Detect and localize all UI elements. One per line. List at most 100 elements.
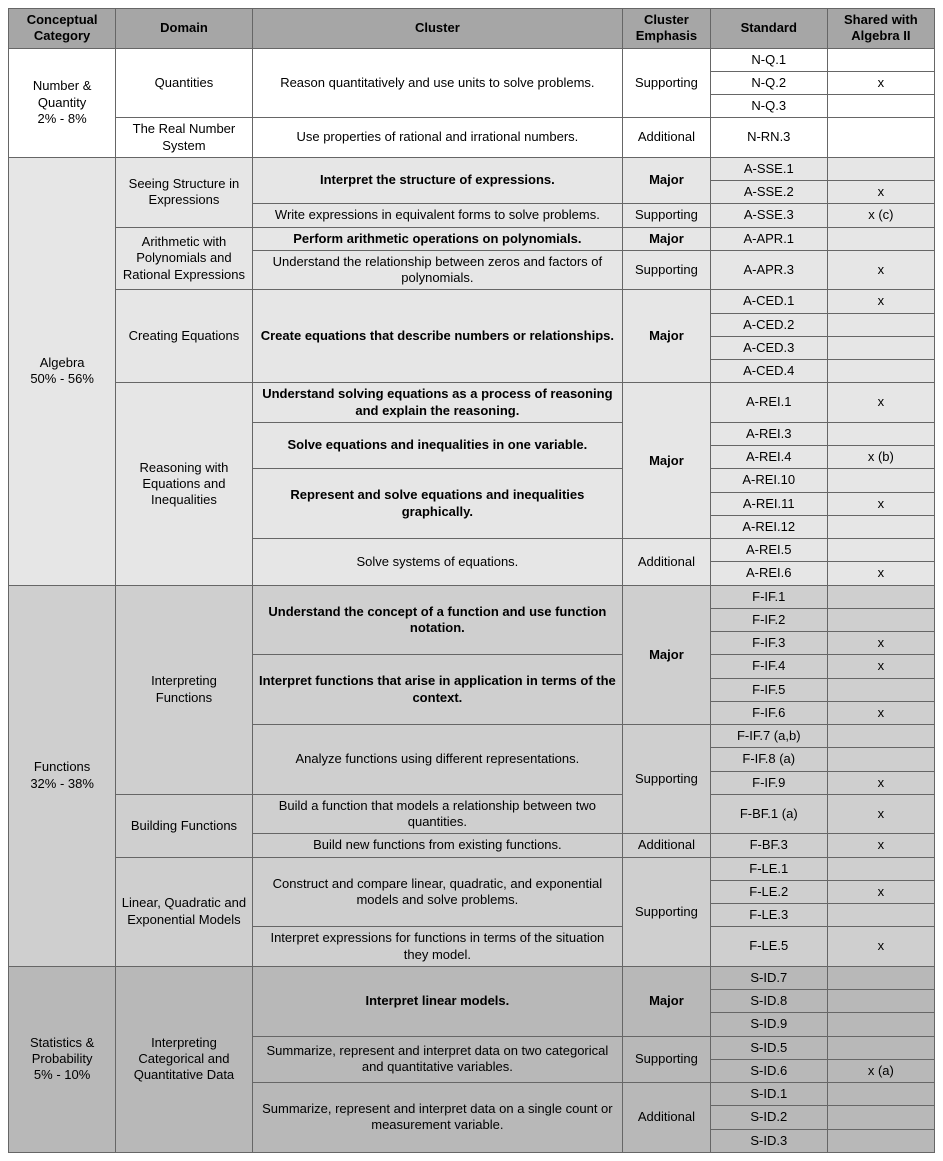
standard-cell: A-CED.4	[710, 360, 827, 383]
cluster-cell: Interpret linear models.	[252, 966, 622, 1036]
standard-cell: F-IF.6	[710, 701, 827, 724]
standard-cell: F-LE.5	[710, 927, 827, 967]
table-row: Creating EquationsCreate equations that …	[9, 290, 935, 313]
table-row: Arithmetic with Polynomials and Rational…	[9, 227, 935, 250]
cluster-cell: Interpret the structure of expressions.	[252, 157, 622, 204]
shared-cell: x (c)	[827, 204, 934, 227]
shared-cell	[827, 608, 934, 631]
standard-cell: S-ID.2	[710, 1106, 827, 1129]
category-cell: Number & Quantity2% - 8%	[9, 48, 116, 157]
shared-cell: x	[827, 927, 934, 967]
domain-cell: Building Functions	[116, 794, 252, 857]
shared-cell	[827, 539, 934, 562]
category-cell: Statistics & Probability5% - 10%	[9, 966, 116, 1152]
standard-cell: A-APR.1	[710, 227, 827, 250]
shared-cell	[827, 1106, 934, 1129]
standard-cell: F-IF.5	[710, 678, 827, 701]
standard-cell: S-ID.6	[710, 1059, 827, 1082]
standard-cell: A-CED.2	[710, 313, 827, 336]
domain-cell: Quantities	[116, 48, 252, 118]
shared-cell: x	[827, 492, 934, 515]
shared-cell	[827, 95, 934, 118]
cluster-cell: Solve equations and inequalities in one …	[252, 422, 622, 469]
table-row: Linear, Quadratic and Exponential Models…	[9, 857, 935, 880]
emphasis-cell: Supporting	[623, 1036, 711, 1083]
cluster-cell: Interpret expressions for functions in t…	[252, 927, 622, 967]
cluster-cell: Analyze functions using different repres…	[252, 725, 622, 795]
cluster-cell: Understand solving equations as a proces…	[252, 383, 622, 423]
emphasis-cell: Supporting	[623, 204, 711, 227]
shared-cell: x	[827, 562, 934, 585]
table-row: Reasoning with Equations and Inequalitie…	[9, 383, 935, 423]
standard-cell: F-IF.4	[710, 655, 827, 678]
shared-cell	[827, 748, 934, 771]
header-shared: Shared with Algebra II	[827, 9, 934, 49]
standard-cell: A-SSE.2	[710, 181, 827, 204]
table-row: Statistics & Probability5% - 10%Interpre…	[9, 966, 935, 989]
emphasis-cell: Additional	[623, 118, 711, 158]
cluster-cell: Build new functions from existing functi…	[252, 834, 622, 857]
standard-cell: N-RN.3	[710, 118, 827, 158]
header-standard: Standard	[710, 9, 827, 49]
table-row: The Real Number SystemUse properties of …	[9, 118, 935, 158]
shared-cell	[827, 966, 934, 989]
shared-cell	[827, 469, 934, 492]
emphasis-cell: Additional	[623, 834, 711, 857]
cluster-cell: Build a function that models a relations…	[252, 794, 622, 834]
header-domain: Domain	[116, 9, 252, 49]
cluster-cell: Create equations that describe numbers o…	[252, 290, 622, 383]
emphasis-cell: Major	[623, 383, 711, 539]
standard-cell: N-Q.1	[710, 48, 827, 71]
cluster-cell: Summarize, represent and interpret data …	[252, 1036, 622, 1083]
shared-cell: x	[827, 383, 934, 423]
standard-cell: A-REI.12	[710, 515, 827, 538]
shared-cell: x (a)	[827, 1059, 934, 1082]
standards-table: Conceptual Category Domain Cluster Clust…	[8, 8, 935, 1153]
shared-cell	[827, 157, 934, 180]
shared-cell	[827, 725, 934, 748]
header-emphasis: Cluster Emphasis	[623, 9, 711, 49]
shared-cell: x	[827, 771, 934, 794]
domain-cell: The Real Number System	[116, 118, 252, 158]
standard-cell: F-LE.2	[710, 880, 827, 903]
category-cell: Algebra50% - 56%	[9, 157, 116, 585]
shared-cell: x (b)	[827, 446, 934, 469]
standard-cell: N-Q.2	[710, 71, 827, 94]
standard-cell: F-IF.9	[710, 771, 827, 794]
table-row: Algebra50% - 56%Seeing Structure in Expr…	[9, 157, 935, 180]
standard-cell: A-REI.1	[710, 383, 827, 423]
standard-cell: F-LE.3	[710, 904, 827, 927]
shared-cell	[827, 360, 934, 383]
emphasis-cell: Major	[623, 290, 711, 383]
domain-cell: Interpreting Functions	[116, 585, 252, 794]
shared-cell: x	[827, 880, 934, 903]
standard-cell: F-LE.1	[710, 857, 827, 880]
standard-cell: A-SSE.3	[710, 204, 827, 227]
standard-cell: A-SSE.1	[710, 157, 827, 180]
standard-cell: A-REI.3	[710, 422, 827, 445]
header-row: Conceptual Category Domain Cluster Clust…	[9, 9, 935, 49]
standard-cell: S-ID.7	[710, 966, 827, 989]
standard-cell: F-BF.1 (a)	[710, 794, 827, 834]
shared-cell: x	[827, 794, 934, 834]
standard-cell: A-CED.1	[710, 290, 827, 313]
emphasis-cell: Supporting	[623, 250, 711, 290]
standard-cell: S-ID.9	[710, 1013, 827, 1036]
shared-cell	[827, 678, 934, 701]
standard-cell: S-ID.3	[710, 1129, 827, 1152]
domain-cell: Arithmetic with Polynomials and Rational…	[116, 227, 252, 290]
emphasis-cell: Major	[623, 157, 711, 204]
domain-cell: Interpreting Categorical and Quantitativ…	[116, 966, 252, 1152]
cluster-cell: Understand the concept of a function and…	[252, 585, 622, 655]
shared-cell	[827, 857, 934, 880]
cluster-cell: Use properties of rational and irrationa…	[252, 118, 622, 158]
shared-cell	[827, 227, 934, 250]
emphasis-cell: Major	[623, 585, 711, 725]
shared-cell	[827, 313, 934, 336]
emphasis-cell: Additional	[623, 539, 711, 586]
shared-cell	[827, 1129, 934, 1152]
shared-cell	[827, 422, 934, 445]
shared-cell	[827, 990, 934, 1013]
emphasis-cell: Major	[623, 966, 711, 1036]
cluster-cell: Reason quantitatively and use units to s…	[252, 48, 622, 118]
